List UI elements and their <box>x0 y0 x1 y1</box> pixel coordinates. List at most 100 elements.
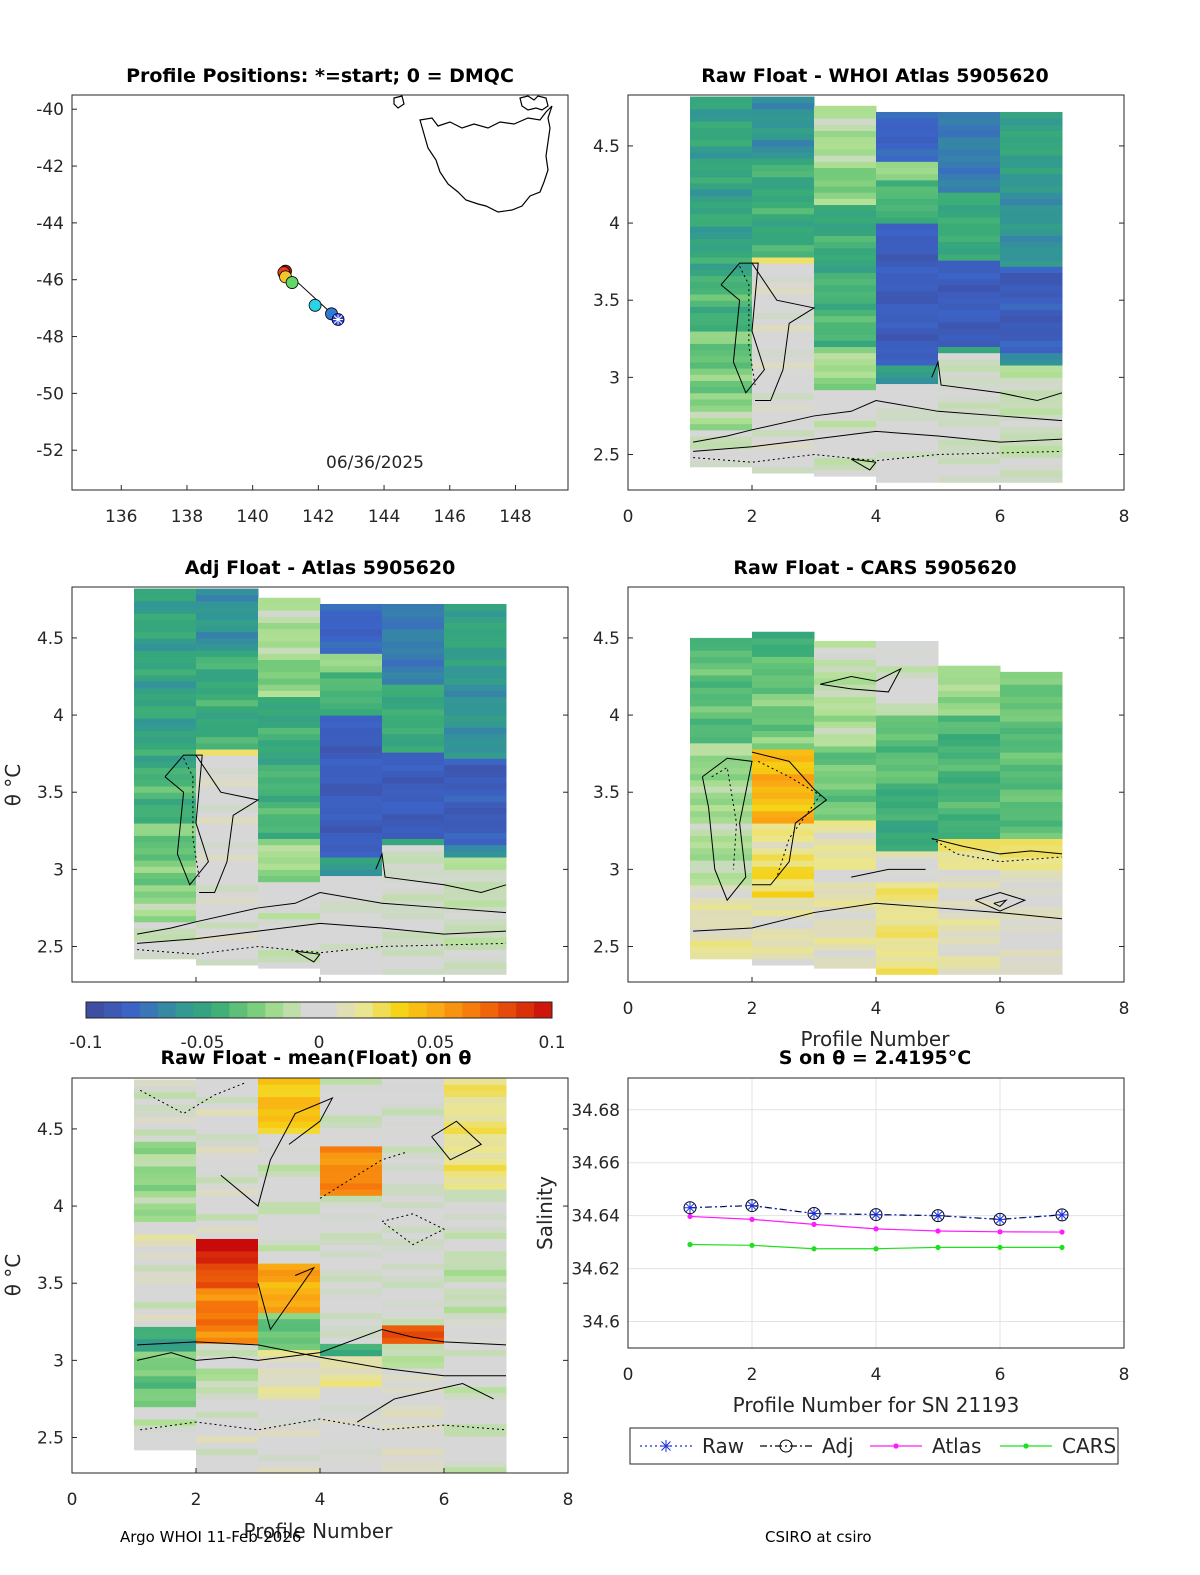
xtick-label: 6 <box>995 507 1006 527</box>
heatmap-cell <box>134 761 197 769</box>
heatmap-cell <box>1000 795 1063 802</box>
heatmap-cell <box>876 924 939 932</box>
heatmap-cell <box>1000 235 1063 243</box>
heatmap-cell <box>690 158 753 165</box>
heatmap-cell <box>814 832 877 840</box>
heatmap-cell <box>320 881 383 889</box>
heatmap-cell <box>690 730 753 738</box>
heatmap-cell <box>876 118 939 125</box>
heatmap-cell <box>258 1207 321 1215</box>
heatmap-cell <box>690 343 753 351</box>
heatmap-cell <box>382 1386 445 1394</box>
heatmap-cell <box>752 170 815 178</box>
heatmap-cell <box>134 940 197 948</box>
heatmap-cell <box>1000 476 1063 483</box>
ytick-label: 3 <box>609 368 620 388</box>
heatmap-cell <box>134 1400 197 1408</box>
heatmap-cell <box>752 213 815 221</box>
contour-line <box>701 757 753 902</box>
heatmap-cell <box>444 789 507 796</box>
heatmap-cell <box>876 426 939 434</box>
heatmap-cell <box>814 241 877 249</box>
heatmap-cell <box>196 730 259 738</box>
heatmap-cell <box>258 733 321 741</box>
heatmap-cell <box>752 312 815 320</box>
heatmap-cell <box>752 897 815 904</box>
heatmap-cell <box>196 860 259 867</box>
heatmap-cell <box>134 705 197 713</box>
heatmap-cell <box>690 736 753 744</box>
heatmap-cell <box>876 346 939 354</box>
heatmap-cell <box>814 770 877 778</box>
heatmap-cell <box>690 312 753 320</box>
heatmap-cell <box>134 1240 197 1247</box>
heatmap-cell <box>690 398 753 406</box>
heatmap-cell <box>876 715 939 722</box>
heatmap-cell <box>938 118 1001 125</box>
heatmap-cell <box>938 961 1001 969</box>
heatmap-cell <box>258 1374 321 1381</box>
heatmap-cell <box>134 588 197 596</box>
heatmap-cell <box>1000 702 1063 710</box>
heatmap-cell <box>258 1448 321 1455</box>
heatmap-cell <box>938 918 1001 926</box>
heatmap-cell <box>196 786 259 793</box>
heatmap-cell <box>876 210 939 218</box>
heatmap-cell <box>752 182 815 190</box>
xtick-label: 8 <box>1119 999 1130 1019</box>
salinity-chart: S on θ = 2.4195°C 0 2 4 6 834.634.6234.6434.… <box>533 1047 1129 1465</box>
colorbar-segment <box>408 1002 428 1018</box>
heatmap-cell <box>876 457 939 465</box>
heatmap-cell <box>196 1102 259 1110</box>
heatmap-cell <box>1000 315 1063 323</box>
heatmap-cell <box>444 844 507 852</box>
heatmap-cell <box>196 1300 259 1307</box>
coastline-island-west <box>393 95 405 109</box>
heatmap-cell <box>876 968 939 975</box>
heatmap-cell <box>752 176 815 184</box>
heatmap-cell <box>444 727 507 735</box>
heatmap-cell <box>134 650 197 657</box>
heatmap-cell <box>752 915 815 923</box>
heatmap-cell <box>814 420 877 428</box>
heatmap-cell <box>196 921 259 929</box>
heatmap-cell <box>814 136 877 144</box>
heatmap-cell <box>1000 961 1063 969</box>
heatmap-cell <box>382 1374 445 1381</box>
heatmap-cell <box>690 853 753 861</box>
heatmap-cell <box>752 152 815 159</box>
heatmap-cell <box>444 1275 507 1283</box>
contour-line <box>711 766 738 870</box>
coastline <box>419 105 553 213</box>
heatmap-cell <box>938 229 1001 236</box>
heatmap-cell <box>1000 142 1063 150</box>
heatmap-cell <box>320 863 383 870</box>
contour-line <box>431 1120 483 1161</box>
colorbar-segment <box>157 1002 177 1018</box>
heatmap-cell <box>876 665 939 673</box>
heatmap-cell <box>444 1263 507 1270</box>
point-atlas <box>811 1221 817 1227</box>
ytick-label: 3 <box>53 1351 64 1371</box>
heatmap-cell <box>690 816 753 824</box>
heatmap-cell <box>320 832 383 840</box>
contour-line <box>375 851 507 894</box>
heatmap-cell <box>444 770 507 778</box>
point-atlas <box>873 1226 879 1232</box>
contour-lines <box>137 754 507 963</box>
heatmap-cell <box>690 637 753 645</box>
heatmap-cell <box>320 1269 383 1276</box>
heatmap-cell <box>196 1337 259 1344</box>
heatmap-cell <box>876 733 939 741</box>
heatmap-cell <box>752 331 815 338</box>
heatmap-cell <box>876 641 939 648</box>
colorbar-segment <box>229 1002 248 1018</box>
heatmap-cell <box>690 890 753 898</box>
heatmap-cell <box>196 718 259 725</box>
heatmap-cell <box>814 463 877 471</box>
heatmap-cell <box>876 352 939 360</box>
heatmap-cell <box>814 887 877 895</box>
heatmap-cell <box>382 819 445 827</box>
heatmap-cell <box>258 696 321 704</box>
heatmap-cell <box>382 1442 445 1449</box>
